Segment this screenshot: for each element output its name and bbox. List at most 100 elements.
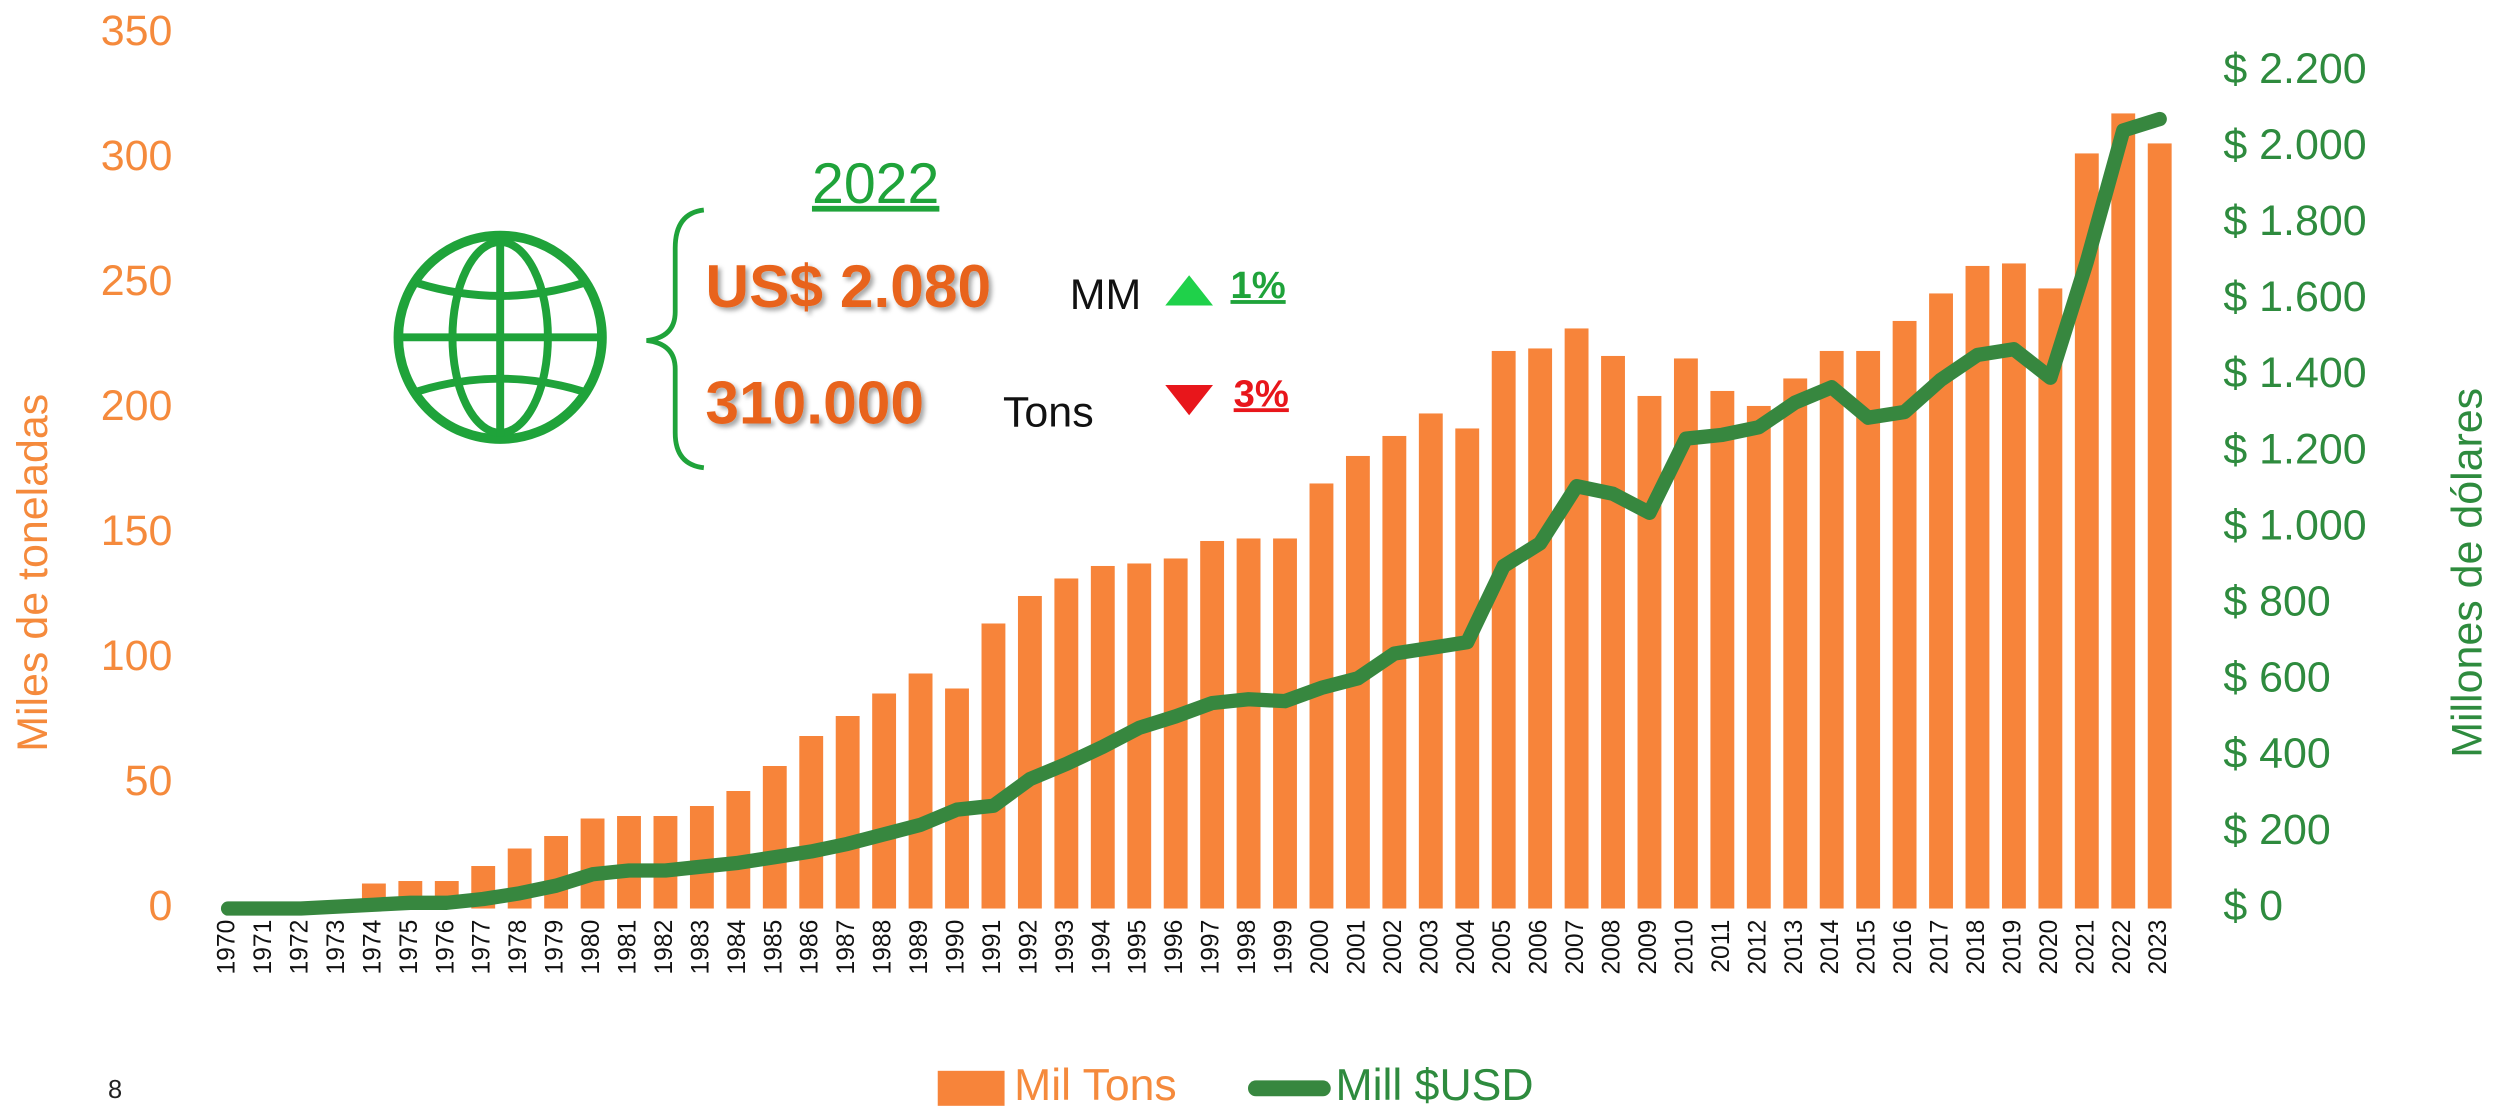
- x-tick-label: 2010: [1671, 920, 1698, 975]
- x-tick-label: 2003: [1416, 920, 1443, 975]
- y2-tick-label: $ 400: [2223, 730, 2330, 778]
- x-tick-label: 2015: [1854, 920, 1881, 975]
- x-tick-label: 2021: [2072, 920, 2099, 975]
- x-tick-label: 1988: [870, 920, 897, 975]
- x-tick-label: 1986: [797, 920, 824, 975]
- y-tick-label: 350: [101, 7, 173, 55]
- y-tick-label: 0: [149, 882, 173, 930]
- x-tick-label: 2023: [2145, 920, 2172, 975]
- x-tick-label: 2005: [1489, 920, 1516, 975]
- x-tick-label: 1982: [651, 920, 678, 975]
- x-tick-label: 2022: [2109, 920, 2136, 975]
- bar: [1601, 355, 1625, 909]
- x-tick-label: 2019: [1999, 920, 2026, 975]
- x-tick-label: 1999: [1271, 920, 1298, 975]
- y-tick-label: 150: [101, 507, 173, 555]
- x-tick-label: 1990: [943, 920, 970, 975]
- bar: [1090, 565, 1115, 909]
- y-tick-label: 100: [101, 632, 173, 680]
- x-tick-label: 2020: [2036, 920, 2063, 975]
- brace: [646, 207, 705, 471]
- x-tick-label: 1974: [359, 920, 386, 975]
- x-tick-label: 2011: [1708, 920, 1735, 973]
- up-arrow: [1165, 275, 1213, 306]
- x-tick-label: 1994: [1088, 920, 1115, 975]
- callout: 2022 US$ 2.080 MM 1% 310.000 Tons 3%: [393, 152, 1289, 471]
- x-tick-label: 2006: [1526, 920, 1553, 975]
- x-tick-label: 2004: [1453, 920, 1480, 975]
- callout-value-change: 1%: [1230, 264, 1285, 307]
- x-tick-label: 1984: [724, 920, 751, 975]
- x-tick-label: 1985: [760, 920, 787, 975]
- bar: [1892, 320, 1917, 909]
- bar: [1929, 293, 1953, 909]
- x-tick-label: 1996: [1161, 920, 1188, 975]
- x-tick-label: 1997: [1198, 920, 1225, 975]
- x-tick-label: 1973: [323, 920, 350, 975]
- bar: [762, 766, 787, 909]
- bar: [1273, 538, 1297, 909]
- x-tick-label: 2002: [1380, 920, 1407, 975]
- bar: [1418, 413, 1443, 909]
- y2-tick-label: $ 2.000: [2223, 121, 2366, 169]
- x-tick-label: 1980: [578, 920, 605, 975]
- x-tick-label: 2013: [1781, 920, 1808, 975]
- x-tick-label: 1972: [287, 920, 314, 975]
- bar: [1965, 265, 1990, 909]
- x-tick-label: 1995: [1125, 920, 1152, 975]
- x-tick-label: 1978: [505, 920, 532, 975]
- bar: [1163, 558, 1188, 909]
- bar: [1236, 538, 1261, 909]
- legend-swatch: [937, 1070, 1005, 1106]
- y-tick-label: 250: [101, 257, 173, 305]
- x-tick-label: 1975: [396, 920, 423, 975]
- bar: [1455, 428, 1480, 909]
- x-tick-label: 1970: [214, 920, 241, 975]
- bar: [945, 688, 969, 909]
- y2-tick-label: $ 1.800: [2223, 197, 2366, 245]
- callout-volume: 310.000: [705, 368, 924, 436]
- callout-volume-change: 3%: [1234, 372, 1289, 415]
- y-tick-label: 50: [125, 757, 173, 805]
- bar: [1309, 483, 1334, 909]
- x-tick-label: 2008: [1599, 920, 1626, 975]
- down-arrow: [1165, 385, 1213, 416]
- y2-tick-label: $ 800: [2223, 577, 2330, 625]
- y-tick-label: 200: [101, 382, 173, 430]
- line: [220, 111, 2167, 916]
- bar: [1783, 378, 1808, 909]
- bar: [1200, 540, 1225, 909]
- y2-tick-label: $ 1.200: [2223, 425, 2366, 473]
- bar: [1637, 395, 1662, 909]
- bar: [1819, 350, 1844, 909]
- x-tick-label: 1977: [469, 920, 496, 975]
- x-tick-label: 1971: [250, 920, 277, 975]
- bar: [799, 735, 824, 909]
- callout-value-unit: MM: [1070, 271, 1142, 319]
- x-tick-label: 1981: [615, 920, 642, 975]
- x-tick-label: 1993: [1052, 920, 1079, 975]
- bar: [981, 623, 1006, 909]
- x-tick-label: 2012: [1744, 920, 1771, 975]
- x-tick-label: 1998: [1234, 920, 1261, 975]
- bar: [2001, 263, 2026, 909]
- y2-tick-label: $ 0: [2223, 882, 2283, 930]
- y2-tick-label: $ 600: [2223, 654, 2330, 702]
- x-tick-label: 1987: [833, 920, 860, 975]
- x-tick-label: 2000: [1307, 920, 1334, 975]
- bar: [1673, 358, 1698, 909]
- page-number: 8: [108, 1076, 122, 1104]
- bar: [1746, 405, 1771, 909]
- bar: [835, 715, 860, 909]
- bar: [1528, 348, 1553, 909]
- legend-label: Mill $USD: [1336, 1061, 1534, 1109]
- bar: [1017, 595, 1042, 909]
- bar: [1054, 578, 1079, 909]
- x-tick-label: 1983: [687, 920, 714, 975]
- y2-tick-label: $ 200: [2223, 806, 2330, 854]
- y-tick-label: 300: [101, 132, 173, 180]
- bar: [1382, 435, 1407, 909]
- bar: [653, 816, 678, 909]
- x-tick-label: 1989: [906, 920, 933, 975]
